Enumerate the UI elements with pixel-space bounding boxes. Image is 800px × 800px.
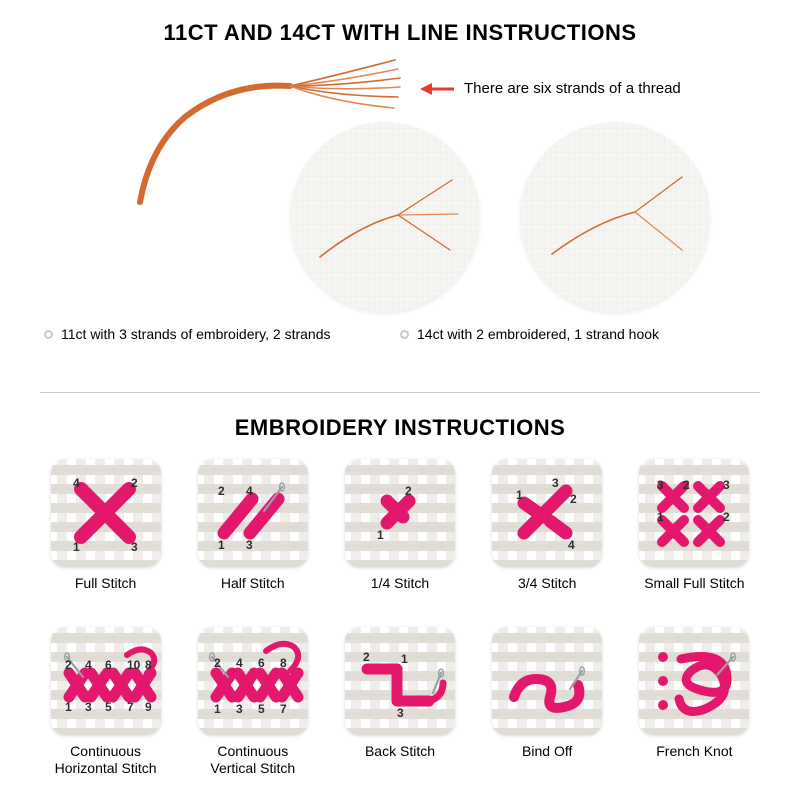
stitch-full: 4 2 1 3 Full Stitch <box>44 459 167 609</box>
svg-text:8: 8 <box>145 658 152 672</box>
svg-text:9: 9 <box>145 700 152 714</box>
stitch-back: 2 1 3 Back Stitch <box>338 627 461 777</box>
stitch-smallfull: 3 2 1 3 2 Small Full Stitch <box>633 459 756 609</box>
svg-text:8: 8 <box>280 656 287 670</box>
svg-text:2: 2 <box>218 484 225 498</box>
svg-text:4: 4 <box>236 656 243 670</box>
svg-text:2: 2 <box>363 650 370 664</box>
stitch-tile: 2 4 6 8 1 3 5 7 <box>198 627 308 735</box>
caption-14ct: 14ct with 2 embroidered, 1 strand hook <box>400 326 756 342</box>
stitch-tile: 1 32 4 <box>492 459 602 567</box>
stitch-label: Continuous Horizontal Stitch <box>55 743 157 777</box>
svg-text:4: 4 <box>73 476 80 490</box>
stitch-tile: 21 <box>345 459 455 567</box>
stitch-grid: 4213Full Stitch2413Half Stitch211/4 Stit… <box>40 459 760 777</box>
svg-text:1: 1 <box>401 652 408 666</box>
stitch-contvert: 2 4 6 8 1 3 5 7 Continuous Vertical Stitch <box>191 627 314 777</box>
svg-text:3: 3 <box>236 702 243 716</box>
svg-text:2: 2 <box>65 658 72 672</box>
stitch-label: Small Full Stitch <box>644 575 744 609</box>
svg-text:10: 10 <box>127 658 141 672</box>
thread-note: There are six strands of a thread <box>420 80 681 97</box>
stitch-tile <box>639 627 749 735</box>
stitch-tile: 2 1 4 3 6 5 10 7 8 9 <box>51 627 161 735</box>
svg-text:6: 6 <box>105 658 112 672</box>
stitch-tile <box>492 627 602 735</box>
svg-text:3: 3 <box>552 476 559 490</box>
circle-14ct <box>520 122 710 312</box>
svg-text:1: 1 <box>65 700 72 714</box>
caption-11ct: 11ct with 3 strands of embroidery, 2 str… <box>44 326 400 342</box>
svg-text:2: 2 <box>131 476 138 490</box>
svg-text:4: 4 <box>568 538 575 552</box>
circle-11ct <box>290 122 480 312</box>
svg-text:1: 1 <box>218 538 225 552</box>
svg-text:1: 1 <box>377 528 384 542</box>
svg-text:5: 5 <box>105 700 112 714</box>
stitch-label: French Knot <box>656 743 732 777</box>
stitch-label: 1/4 Stitch <box>371 575 429 609</box>
svg-text:1: 1 <box>214 702 221 716</box>
stitch-bindoff: Bind Off <box>486 627 609 777</box>
svg-text:2: 2 <box>405 484 412 498</box>
stitch-french: French Knot <box>633 627 756 777</box>
svg-text:3: 3 <box>246 538 253 552</box>
stitch-label: Half Stitch <box>221 575 285 609</box>
svg-text:1: 1 <box>73 540 80 554</box>
stitch-label: Back Stitch <box>365 743 435 777</box>
thread-note-text: There are six strands of a thread <box>464 80 681 97</box>
stitch-half: 2 4 1 3 Half Stitch <box>191 459 314 609</box>
svg-text:3: 3 <box>657 478 664 492</box>
section-divider <box>40 392 760 393</box>
bullet-icon <box>400 330 409 339</box>
stitch-tile: 2 4 1 3 <box>198 459 308 567</box>
stitch-tile: 2 1 3 <box>345 627 455 735</box>
svg-text:2: 2 <box>214 656 221 670</box>
svg-text:3: 3 <box>85 700 92 714</box>
stitch-label: 3/4 Stitch <box>518 575 576 609</box>
stitch-tile: 4 2 1 3 <box>51 459 161 567</box>
svg-text:3: 3 <box>397 706 404 720</box>
stitch-conthoriz: 2 1 4 3 6 5 10 7 8 9 Continuous Horizontal Stitch <box>44 627 167 777</box>
stitch-label: Bind Off <box>522 743 572 777</box>
svg-text:3: 3 <box>131 540 138 554</box>
svg-text:6: 6 <box>258 656 265 670</box>
svg-text:4: 4 <box>85 658 92 672</box>
svg-text:2: 2 <box>683 478 690 492</box>
svg-text:7: 7 <box>280 702 287 716</box>
caption-11ct-text: 11ct with 3 strands of embroidery, 2 str… <box>61 326 331 342</box>
stitch-label: Full Stitch <box>75 575 136 609</box>
svg-text:2: 2 <box>570 492 577 506</box>
svg-text:4: 4 <box>246 484 253 498</box>
svg-text:1: 1 <box>516 488 523 502</box>
svg-text:2: 2 <box>723 510 730 524</box>
stitch-quarter: 211/4 Stitch <box>338 459 461 609</box>
line-instructions-section: There are six strands of a thread <box>40 52 760 362</box>
title-top: 11CT AND 14CT WITH LINE INSTRUCTIONS <box>40 20 760 46</box>
caption-14ct-text: 14ct with 2 embroidered, 1 strand hook <box>417 326 659 342</box>
arrow-left-icon <box>420 81 454 97</box>
svg-text:3: 3 <box>723 478 730 492</box>
stitch-tile: 3 2 1 3 2 <box>639 459 749 567</box>
svg-text:1: 1 <box>657 510 664 524</box>
title-bottom: EMBROIDERY INSTRUCTIONS <box>40 415 760 441</box>
svg-text:5: 5 <box>258 702 265 716</box>
stitch-label: Continuous Vertical Stitch <box>210 743 295 777</box>
stitch-threequart: 1 32 4 3/4 Stitch <box>486 459 609 609</box>
svg-text:7: 7 <box>127 700 134 714</box>
bullet-icon <box>44 330 53 339</box>
